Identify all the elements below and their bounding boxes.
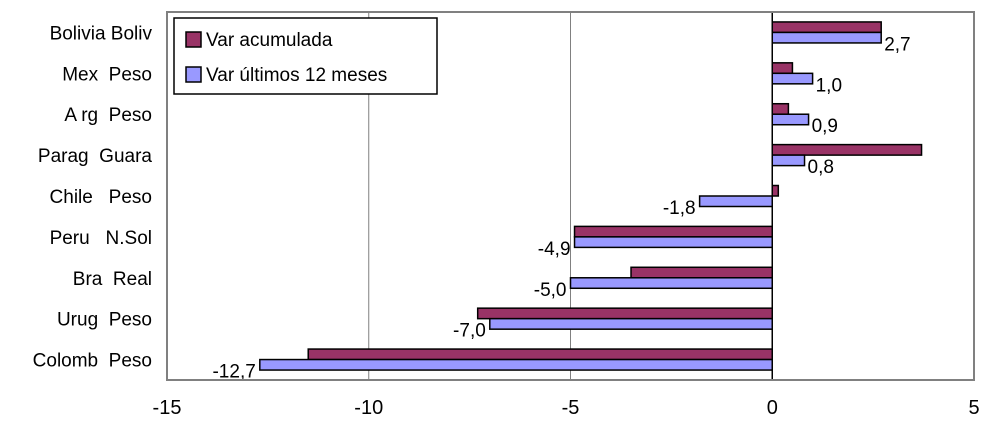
- x-tick-label: -10: [354, 397, 383, 419]
- bar-var-ultimos-12-meses: [259, 358, 773, 371]
- data-label: 2,7: [884, 34, 910, 55]
- x-tick-label: -5: [562, 397, 580, 419]
- bar-var-acumulada: [307, 348, 773, 361]
- category-labels: Bolivia Boliv Mex Peso A rg Peso Parag Guar…: [33, 23, 153, 371]
- legend: Var acumulada Var últimos 12 meses: [173, 17, 438, 95]
- bars: [259, 21, 923, 371]
- bar-var-acumulada: [771, 184, 780, 197]
- bar-var-ultimos-12-meses: [573, 236, 773, 249]
- bar-var-ultimos-12-meses: [771, 154, 806, 167]
- data-label: -5,0: [534, 280, 567, 301]
- bar-var-acumulada: [771, 102, 790, 115]
- x-tick-label: -15: [153, 397, 182, 419]
- data-label: -1,8: [663, 198, 696, 219]
- bar-var-ultimos-12-meses: [569, 277, 773, 290]
- bar-var-ultimos-12-meses: [698, 195, 773, 208]
- category-label: Peru N.Sol: [50, 228, 152, 249]
- bar-var-ultimos-12-meses: [771, 113, 810, 126]
- bar-var-acumulada: [476, 307, 773, 320]
- legend-swatch: [185, 31, 202, 48]
- legend-box: [173, 17, 438, 95]
- bar-var-acumulada: [630, 266, 774, 279]
- bar-var-acumulada: [771, 143, 923, 156]
- data-label: -7,0: [453, 321, 486, 342]
- x-tick-label: 5: [968, 397, 979, 419]
- bar-var-acumulada: [771, 62, 794, 75]
- category-label: Urug Peso: [57, 310, 152, 331]
- data-label: 0,8: [808, 157, 834, 178]
- bar-var-acumulada: [771, 21, 882, 34]
- legend-swatch: [185, 66, 202, 83]
- category-label: Bolivia Boliv: [50, 23, 153, 44]
- bar-var-acumulada: [573, 225, 773, 238]
- data-label: -12,7: [212, 362, 255, 383]
- plot-border: [166, 11, 975, 381]
- x-tick-labels: -15 -10 -5 0 5: [153, 397, 980, 419]
- data-labels: 2,7 1,0 0,9 0,8 -1,8 -4,9 -5,0 -7,0 -12,7: [212, 34, 910, 382]
- data-label: 0,9: [812, 116, 838, 137]
- x-tick-label: 0: [767, 397, 778, 419]
- bar-var-ultimos-12-meses: [771, 31, 882, 44]
- legend-label: Var últimos 12 meses: [206, 65, 387, 86]
- category-label: Chile Peso: [50, 187, 152, 208]
- bar-var-ultimos-12-meses: [489, 317, 773, 330]
- data-label: -4,9: [538, 239, 571, 260]
- category-label: A rg Peso: [64, 105, 152, 126]
- legend-label: Var acumulada: [206, 30, 333, 51]
- category-label: Bra Real: [73, 269, 152, 290]
- category-label: Parag Guara: [38, 146, 152, 167]
- data-label: 1,0: [816, 75, 842, 96]
- category-label: Colomb Peso: [33, 351, 152, 372]
- bar-var-ultimos-12-meses: [771, 72, 814, 85]
- category-label: Mex Peso: [62, 64, 152, 85]
